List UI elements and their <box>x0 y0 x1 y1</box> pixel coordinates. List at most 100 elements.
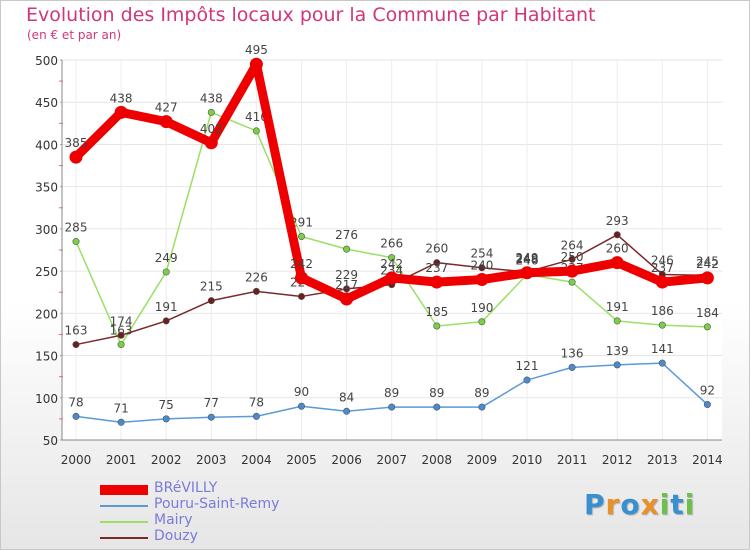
legend-item: Mairy <box>100 512 360 530</box>
x-tick-label: 2010 <box>512 453 543 467</box>
data-label: 121 <box>516 359 539 373</box>
data-point <box>658 359 666 367</box>
data-point <box>72 412 80 420</box>
logo-letter: t <box>670 488 685 521</box>
data-label: 90 <box>294 385 309 399</box>
data-label: 254 <box>470 247 493 261</box>
data-point <box>430 275 444 289</box>
data-label: 190 <box>470 301 493 315</box>
data-label: 141 <box>651 342 674 356</box>
data-point <box>297 232 305 240</box>
y-tick-label: 400 <box>35 138 58 152</box>
data-label: 78 <box>249 395 264 409</box>
data-label: 89 <box>474 386 489 400</box>
y-tick-label: 150 <box>35 350 58 364</box>
chart-title: Evolution des Impôts locaux pour la Comm… <box>26 4 596 26</box>
data-label: 293 <box>606 214 629 228</box>
x-tick-label: 2005 <box>286 453 317 467</box>
data-label: 237 <box>425 261 448 275</box>
data-label: 402 <box>200 122 223 136</box>
data-label: 77 <box>204 396 219 410</box>
data-label: 248 <box>516 252 539 266</box>
y-tick-label: 300 <box>35 223 58 237</box>
legend-label: Pouru-Saint-Remy <box>154 496 280 512</box>
legend-swatch <box>100 537 148 539</box>
data-label: 242 <box>696 257 719 271</box>
data-label: 285 <box>65 221 88 235</box>
data-label: 291 <box>290 215 313 229</box>
data-label: 249 <box>155 251 178 265</box>
y-tick-label: 500 <box>35 54 58 68</box>
data-label: 191 <box>606 300 629 314</box>
data-point <box>162 268 170 276</box>
data-label: 416 <box>245 110 268 124</box>
data-label: 264 <box>561 238 584 252</box>
data-point <box>207 108 215 116</box>
data-point <box>252 412 260 420</box>
x-tick-label: 2000 <box>61 453 92 467</box>
data-label: 217 <box>335 278 358 292</box>
data-point <box>655 275 669 289</box>
x-tick-label: 2001 <box>106 453 137 467</box>
y-tick-label: 350 <box>35 181 58 195</box>
data-label: 84 <box>339 390 354 404</box>
data-point <box>117 331 125 339</box>
data-label: 89 <box>429 386 444 400</box>
data-point <box>297 292 305 300</box>
data-label: 245 <box>696 254 719 268</box>
legend-swatch <box>100 485 148 495</box>
proxiti-logo: Proxiti <box>584 488 695 521</box>
data-label: 75 <box>159 398 174 412</box>
x-tick-label: 2013 <box>647 453 678 467</box>
data-point <box>613 317 621 325</box>
data-label: 139 <box>606 344 629 358</box>
chart-legend: BRéVILLY Pouru-Saint-Remy Mairy Douzy <box>100 480 360 546</box>
data-point <box>613 231 621 239</box>
data-point <box>114 105 128 119</box>
y-tick-label: 50 <box>43 434 58 448</box>
legend-label: BRéVILLY <box>154 480 218 496</box>
data-label: 438 <box>110 91 133 105</box>
data-point <box>568 363 576 371</box>
data-label: 260 <box>606 242 629 256</box>
data-label: 385 <box>65 136 88 150</box>
legend-label: Douzy <box>154 528 198 544</box>
x-tick-label: 2003 <box>196 453 227 467</box>
data-label: 242 <box>290 257 313 271</box>
y-tick-label: 100 <box>35 392 58 406</box>
logo-letter: P <box>584 488 606 521</box>
data-label: 215 <box>200 280 223 294</box>
x-tick-label: 2009 <box>467 453 498 467</box>
logo-letter: i <box>659 488 671 521</box>
x-tick-label: 2012 <box>602 453 633 467</box>
data-label: 229 <box>335 268 358 282</box>
data-point <box>385 271 399 285</box>
series-pouru-saint-remy: 78 71 75 77 78 90 84 89 89 89 121 136 139 141 92 <box>68 342 715 426</box>
data-label: 92 <box>700 384 715 398</box>
data-point <box>204 136 218 150</box>
data-point <box>297 402 305 410</box>
logo-letter: o <box>620 488 641 521</box>
data-point <box>72 341 80 349</box>
data-point <box>478 264 486 272</box>
data-point <box>568 255 576 263</box>
data-point <box>117 341 125 349</box>
data-label: 246 <box>516 253 539 267</box>
data-label: 240 <box>470 259 493 273</box>
data-point <box>388 254 396 262</box>
data-point <box>69 150 83 164</box>
data-point <box>340 292 354 306</box>
data-point <box>343 285 351 293</box>
data-point <box>162 317 170 325</box>
data-label: 136 <box>561 346 584 360</box>
legend-label: Mairy <box>154 512 193 528</box>
data-label: 427 <box>155 101 178 115</box>
legend-item: BRéVILLY <box>100 480 360 498</box>
data-point <box>207 297 215 305</box>
data-point <box>207 413 215 421</box>
data-point <box>520 266 534 280</box>
data-label: 495 <box>245 43 268 57</box>
data-point <box>478 318 486 326</box>
data-point <box>433 259 441 267</box>
